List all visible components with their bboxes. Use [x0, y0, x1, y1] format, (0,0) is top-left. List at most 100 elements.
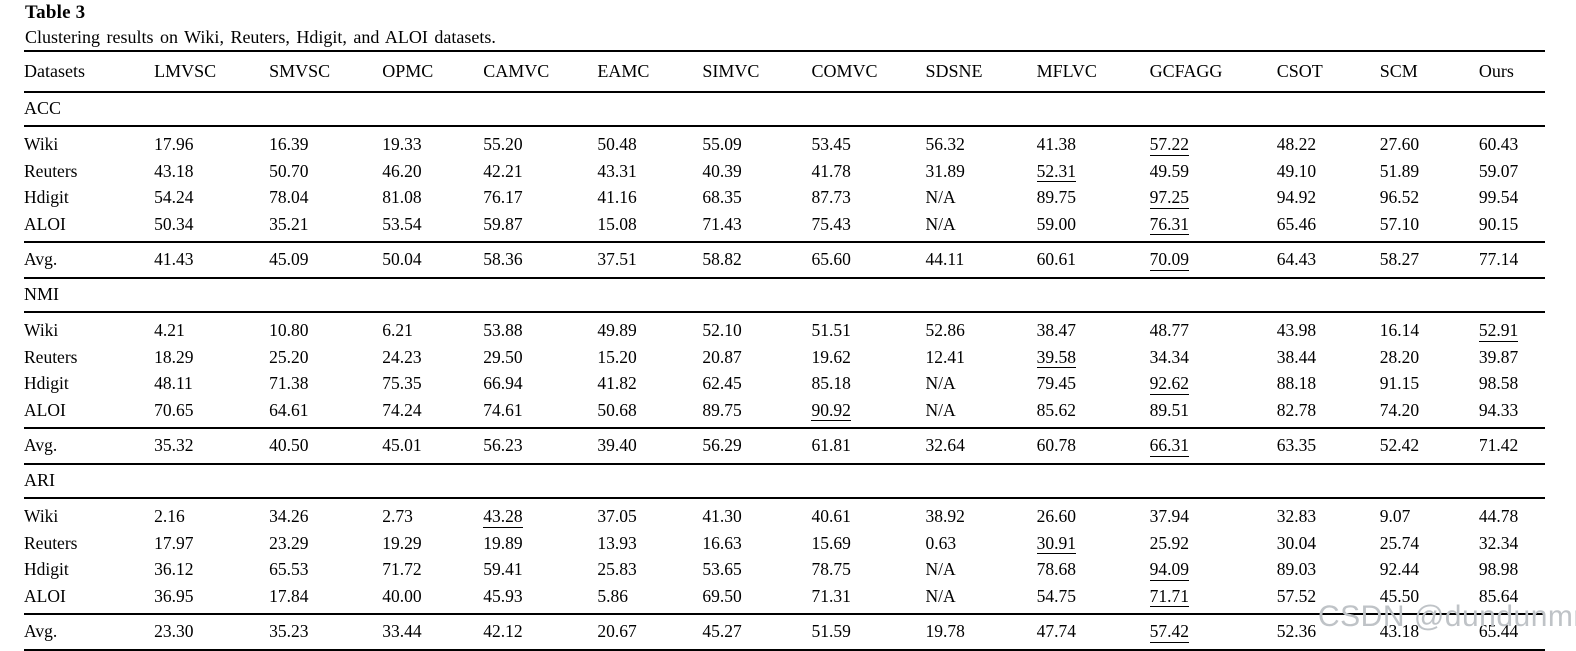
value-cell: 98.58: [1478, 373, 1519, 393]
value-cell: N/A: [925, 559, 956, 579]
value-cell: 38.44: [1276, 346, 1317, 367]
column-header: MFLVC: [1036, 50, 1150, 93]
value-cell: 58.36: [483, 241, 598, 279]
value-cell: 13.93: [597, 532, 637, 553]
dataset-name-cell: Reuters: [24, 346, 78, 367]
dataset-name-cell: ALOI: [24, 213, 66, 234]
value-cell: 31.89: [925, 160, 965, 181]
value-cell: 85.64: [1478, 585, 1519, 606]
value-cell: 19.29: [382, 532, 422, 553]
value-cell: 55.09: [702, 134, 742, 154]
value-cell: 43.31: [597, 160, 637, 181]
value-cell: N/A: [925, 585, 956, 606]
value-cell: 62.45: [702, 373, 742, 393]
value-cell: 15.20: [597, 346, 637, 367]
value-cell: 28.20: [1379, 346, 1420, 367]
value-cell: 45.93: [483, 585, 523, 606]
underlined-value: 57.22: [1149, 134, 1190, 156]
value-cell: 57.52: [1276, 585, 1317, 606]
value-cell: 89.03: [1276, 559, 1317, 579]
value-cell: 58.27: [1379, 241, 1479, 279]
metric-section-label: NMI: [24, 278, 1545, 313]
value-cell: 85.62: [1036, 399, 1076, 420]
value-cell: 65.46: [1276, 213, 1317, 234]
value-cell: 78.68: [1036, 559, 1076, 579]
value-cell: 24.23: [382, 346, 422, 367]
value-cell: 12.41: [925, 346, 965, 367]
value-cell: 19.89: [483, 532, 523, 553]
value-cell: 25.20: [269, 346, 309, 367]
value-cell: 20.67: [597, 613, 703, 651]
value-cell: 2.16: [154, 506, 185, 526]
value-cell: 35.23: [269, 613, 383, 651]
value-cell: 64.43: [1276, 241, 1380, 279]
value-cell: 45.27: [702, 613, 812, 651]
value-cell: 49.59: [1149, 160, 1190, 181]
value-cell: 89.75: [702, 399, 742, 420]
value-cell: 90.92: [811, 397, 925, 429]
value-cell: 41.82: [597, 373, 637, 393]
table-row: Hdigit 36.12 65.53 71.72 59.41 25.83 53.65 78.7…: [24, 556, 1545, 583]
value-cell: 32.34: [1478, 532, 1519, 553]
underlined-value: 71.71: [1149, 585, 1190, 607]
value-cell: 66.94: [483, 373, 523, 393]
value-cell: 59.07: [1478, 160, 1519, 181]
value-cell: N/A: [925, 213, 956, 234]
value-cell: 74.24: [382, 399, 422, 420]
value-cell: 71.38: [269, 373, 309, 393]
value-cell: 43.28: [483, 498, 597, 530]
value-cell: 16.14: [1379, 320, 1420, 340]
value-cell: 33.44: [382, 613, 484, 651]
value-cell: 65.60: [811, 241, 926, 279]
value-cell: 56.23: [483, 427, 598, 465]
value-cell: 82.78: [1276, 399, 1317, 420]
value-cell: 70.09: [1149, 241, 1277, 279]
underlined-value: 90.92: [811, 399, 851, 421]
value-cell: 29.50: [483, 346, 523, 367]
column-header: SIMVC: [702, 50, 812, 93]
underlined-value: 66.31: [1149, 435, 1190, 457]
value-cell: 41.78: [811, 160, 851, 181]
dataset-name-cell: Avg.: [24, 427, 155, 465]
value-cell: 51.51: [811, 320, 851, 340]
value-cell: 94.92: [1276, 187, 1317, 207]
value-cell: 89.75: [1036, 187, 1076, 207]
dataset-name-cell: Avg.: [24, 241, 155, 279]
value-cell: 92.62: [1149, 370, 1277, 397]
dataset-name-cell: ALOI: [24, 399, 66, 420]
value-cell: 70.65: [154, 399, 194, 420]
avg-row: Avg. 35.32 40.50 45.01 56.23 39.40 56.29 61.81 3…: [24, 427, 1545, 465]
value-cell: 59.00: [1036, 213, 1076, 234]
column-header: Datasets: [24, 50, 155, 93]
value-cell: 96.52: [1379, 187, 1420, 207]
value-cell: 60.78: [1036, 427, 1150, 465]
value-cell: 87.73: [811, 187, 851, 207]
value-cell: 44.78: [1478, 506, 1519, 526]
value-cell: 37.05: [597, 506, 637, 526]
value-cell: 69.50: [702, 585, 742, 606]
value-cell: 32.64: [925, 427, 1037, 465]
value-cell: 65.53: [269, 559, 309, 579]
value-cell: 51.89: [1379, 160, 1420, 181]
value-cell: 64.61: [269, 399, 309, 420]
value-cell: 23.29: [269, 532, 309, 553]
value-cell: 52.36: [1276, 613, 1380, 651]
value-cell: 41.38: [1036, 134, 1076, 154]
value-cell: 85.18: [811, 373, 851, 393]
dataset-name-cell: Wiki: [24, 506, 59, 526]
value-cell: 20.87: [702, 346, 742, 367]
dataset-name-cell: Avg.: [24, 613, 155, 651]
value-cell: 45.09: [269, 241, 383, 279]
value-cell: 63.35: [1276, 427, 1380, 465]
value-cell: 0.63: [925, 532, 957, 553]
value-cell: 37.51: [597, 241, 703, 279]
table-header: Datasets LMVSC SMVSC OPMC CAMVC EAMC SIMVC COMV…: [24, 50, 1545, 93]
value-cell: 42.21: [483, 160, 523, 181]
value-cell: 16.39: [269, 134, 309, 154]
value-cell: 52.42: [1379, 427, 1479, 465]
value-cell: 78.75: [811, 559, 851, 579]
metric-section-label: ACC: [24, 92, 1545, 127]
value-cell: N/A: [925, 373, 956, 393]
value-cell: 46.20: [382, 160, 422, 181]
value-cell: 25.92: [1149, 532, 1190, 553]
